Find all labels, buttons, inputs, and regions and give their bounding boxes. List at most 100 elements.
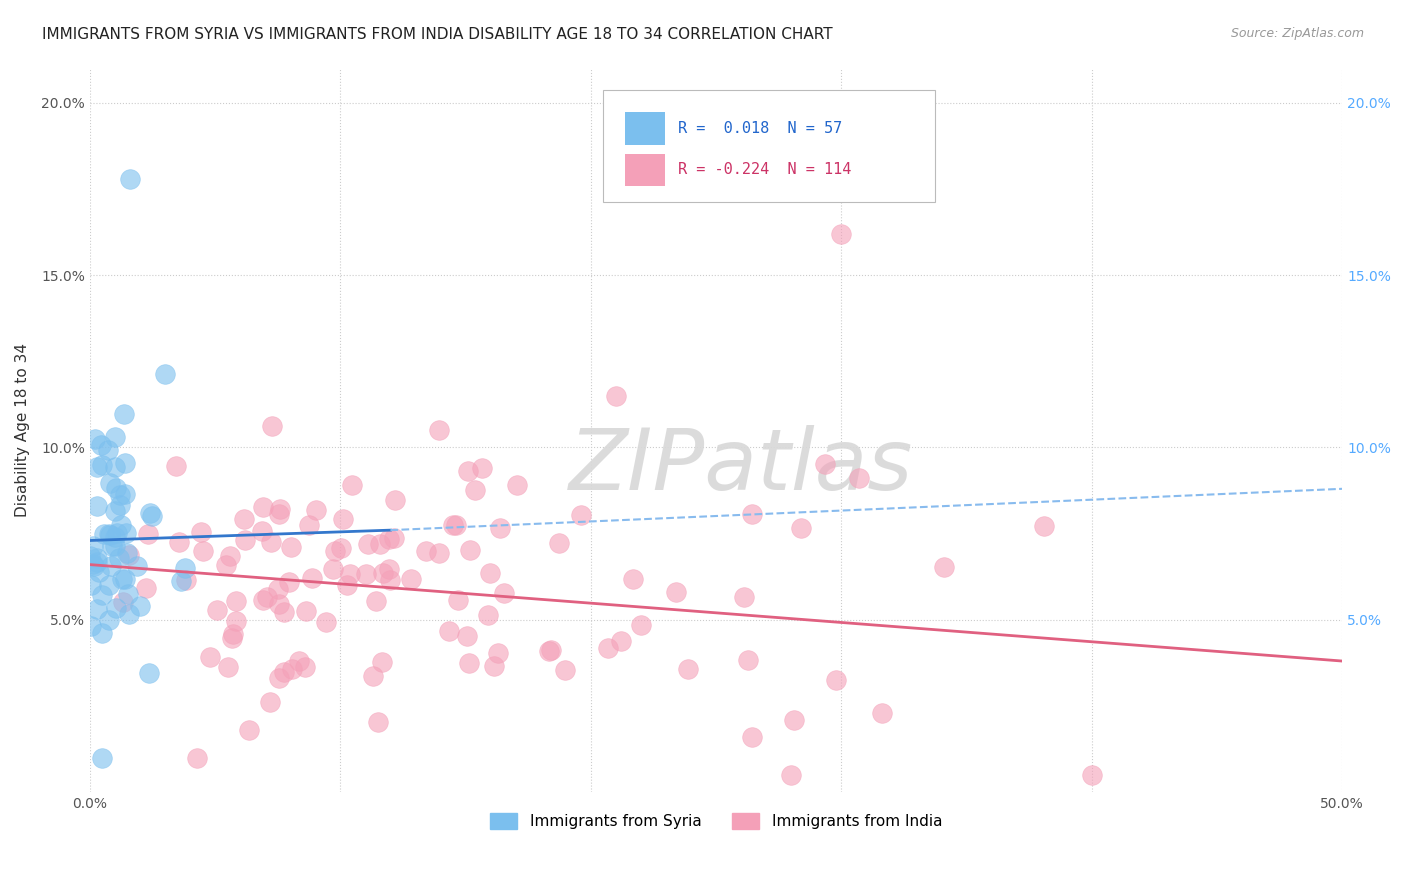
Point <box>269 598 291 612</box>
Point <box>357 536 380 550</box>
Point <box>114 456 136 470</box>
Point <box>295 604 318 618</box>
Point <box>100 558 122 573</box>
Point <box>86 550 108 565</box>
Point <box>205 603 228 617</box>
Point <box>186 750 208 764</box>
Point <box>108 488 131 502</box>
Point <box>84 432 107 446</box>
Point <box>90 438 112 452</box>
Point <box>368 537 391 551</box>
Point <box>301 571 323 585</box>
Point <box>415 543 437 558</box>
Point <box>82 558 104 572</box>
Point <box>256 590 278 604</box>
Point <box>665 584 688 599</box>
Point <box>780 768 803 782</box>
Point <box>103 530 125 544</box>
Point <box>399 572 422 586</box>
Point <box>494 585 516 599</box>
Y-axis label: Disability Age 18 to 34: Disability Age 18 to 34 <box>15 343 30 517</box>
Point <box>238 723 260 738</box>
Point <box>477 607 499 622</box>
Point <box>457 464 479 478</box>
Point <box>373 566 395 581</box>
Point <box>741 730 763 744</box>
Point <box>830 227 852 241</box>
Text: R = -0.224  N = 114: R = -0.224 N = 114 <box>679 162 852 178</box>
Point <box>89 566 111 580</box>
Point <box>427 546 450 560</box>
Point <box>225 614 247 628</box>
FancyBboxPatch shape <box>603 90 935 202</box>
Point <box>129 599 152 614</box>
Point <box>676 662 699 676</box>
Point <box>444 517 467 532</box>
Point <box>506 478 529 492</box>
Point <box>354 567 377 582</box>
Point <box>484 659 506 673</box>
Point <box>315 615 337 629</box>
Point <box>737 653 759 667</box>
Point <box>97 578 120 592</box>
Point <box>569 508 592 522</box>
Point <box>104 459 127 474</box>
Point <box>378 532 401 546</box>
Point <box>110 518 132 533</box>
Point <box>174 573 197 587</box>
Point <box>554 663 576 677</box>
Point <box>104 504 127 518</box>
Point <box>93 526 115 541</box>
Point <box>115 526 138 541</box>
Point <box>169 574 191 588</box>
Point <box>783 713 806 727</box>
Text: ZIPatlas: ZIPatlas <box>569 425 914 508</box>
Point <box>790 521 813 535</box>
Point <box>82 539 104 553</box>
Point <box>80 619 103 633</box>
Point <box>260 419 283 434</box>
Point <box>733 591 755 605</box>
Point <box>97 526 120 541</box>
Point <box>598 641 620 656</box>
Point <box>104 430 127 444</box>
Point <box>91 588 114 602</box>
Point <box>217 660 239 674</box>
Point <box>548 536 571 550</box>
Point <box>125 558 148 573</box>
Point <box>294 659 316 673</box>
Point <box>86 499 108 513</box>
Point <box>104 600 127 615</box>
Point <box>135 581 157 595</box>
Point <box>214 558 236 573</box>
Point <box>323 544 346 558</box>
Point <box>136 526 159 541</box>
Point <box>267 671 290 685</box>
Point <box>486 646 509 660</box>
Point <box>91 750 114 764</box>
Point <box>221 631 243 645</box>
Point <box>336 578 359 592</box>
Point <box>83 558 105 573</box>
Point <box>377 562 399 576</box>
Point <box>190 525 212 540</box>
Point <box>80 578 103 592</box>
Point <box>361 668 384 682</box>
Point <box>79 549 101 564</box>
Point <box>225 594 247 608</box>
Point <box>382 531 405 545</box>
Point <box>605 389 627 403</box>
Point <box>479 566 502 581</box>
Point <box>464 483 486 497</box>
Point <box>233 512 256 526</box>
Point <box>273 605 295 619</box>
Point <box>98 528 121 542</box>
Point <box>278 575 301 590</box>
Point <box>460 543 482 558</box>
Point <box>814 458 837 472</box>
Point <box>141 508 163 523</box>
Point <box>332 511 354 525</box>
Point <box>269 501 291 516</box>
Point <box>280 541 302 555</box>
Point <box>366 594 388 608</box>
